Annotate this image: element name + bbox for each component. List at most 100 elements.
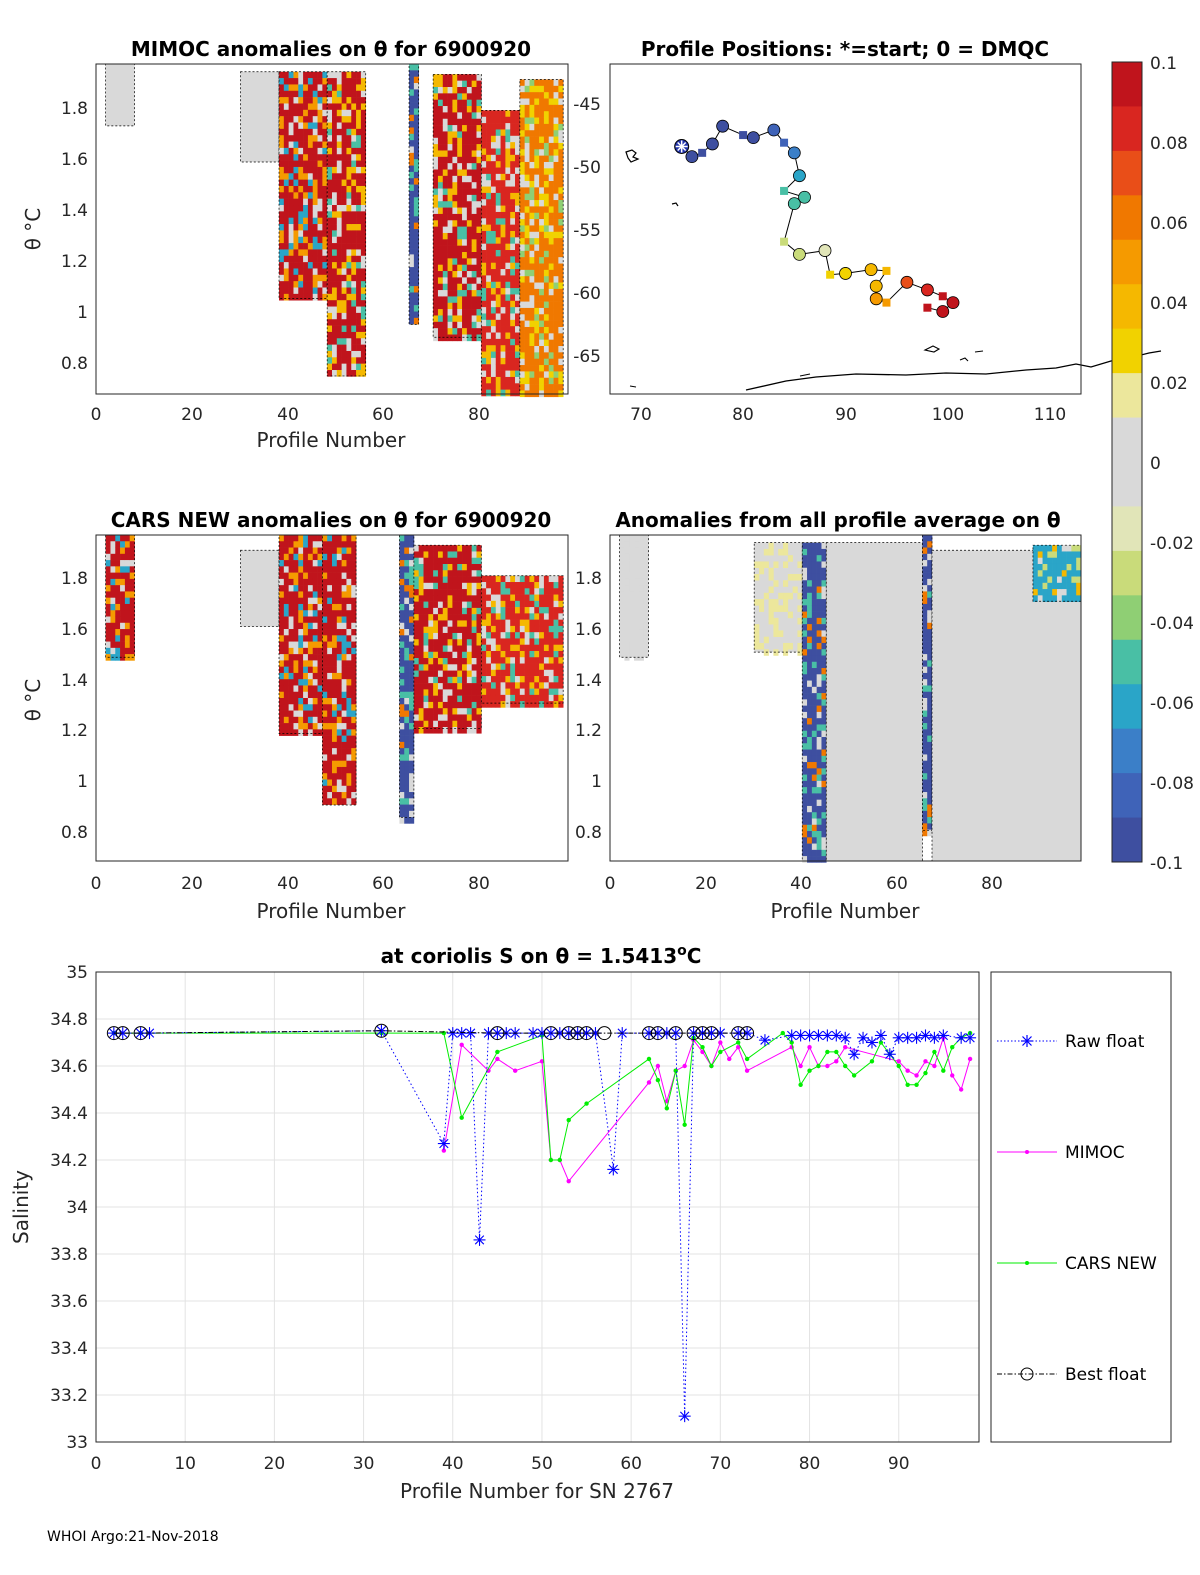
heatmap-cell — [332, 679, 338, 686]
heatmap-cell — [927, 691, 933, 699]
heatmap-cell — [543, 669, 550, 677]
heatmap-cell — [447, 607, 453, 615]
heatmap-cell — [553, 276, 559, 283]
legend-label-raw: Raw float — [1065, 1032, 1145, 1052]
contour-line — [801, 542, 827, 862]
salinity-legend: Raw float MIMOC CARS NEW Best float — [990, 971, 1172, 1443]
heatmap-cell — [495, 173, 501, 181]
heatmap-cell — [317, 591, 323, 598]
heatmap-cell — [452, 551, 458, 559]
heatmap-cell — [360, 300, 367, 307]
heatmap-cell — [539, 582, 545, 589]
heatmap-cell — [418, 670, 424, 678]
heatmap-cell — [1066, 595, 1072, 602]
heatmap-cell — [471, 283, 477, 291]
heatmap-cell — [298, 566, 304, 573]
heatmap-cell — [317, 160, 323, 168]
heatmap-cell — [548, 225, 554, 233]
heatmap-cell — [312, 128, 318, 136]
heatmap-cell — [524, 663, 530, 671]
heatmap-cell — [807, 824, 813, 832]
heatmap-cell — [307, 635, 314, 642]
heatmap-cell — [543, 117, 550, 125]
heatmap-cell — [471, 315, 477, 323]
heatmap-cell — [811, 837, 817, 844]
heatmap-cell — [399, 773, 405, 780]
heatmap-cell — [553, 174, 559, 182]
heatmap-cell — [457, 156, 463, 164]
heatmap-cell — [922, 723, 928, 730]
legend-label-mimoc: MIMOC — [1065, 1143, 1125, 1163]
heatmap-cell — [471, 201, 477, 208]
heatmap-cell — [404, 779, 410, 787]
heatmap-cell — [543, 282, 550, 290]
heatmap-cell — [548, 663, 554, 671]
heatmap-cell — [307, 723, 314, 730]
heatmap-cell — [332, 236, 338, 244]
heatmap-cell — [490, 676, 497, 683]
heatmap-cell — [466, 620, 472, 627]
heatmap-cell — [327, 566, 333, 573]
heatmap-cell — [303, 597, 309, 605]
heatmap-cell — [298, 217, 304, 225]
heatmap-cell — [807, 711, 813, 719]
heatmap-cell — [462, 207, 468, 215]
cars-point — [718, 1049, 723, 1055]
heatmap-cell — [558, 663, 564, 671]
heatmap-cell — [481, 180, 487, 187]
heatmap-cell — [787, 642, 793, 650]
heatmap-cell — [332, 710, 338, 718]
heatmap-cell — [303, 179, 309, 187]
x-tick-label: 80 — [799, 1454, 821, 1474]
heatmap-cell — [452, 258, 458, 265]
heatmap-cell — [356, 122, 362, 130]
heatmap-cell — [490, 326, 497, 333]
best-float-point — [490, 1026, 505, 1041]
heatmap-cell — [505, 351, 511, 359]
heatmap-cell — [341, 629, 347, 636]
heatmap-cell — [322, 698, 328, 705]
heatmap-cell — [490, 657, 497, 664]
heatmap-cell — [558, 613, 564, 620]
heatmap-cell — [423, 570, 429, 577]
heatmap-cell — [298, 610, 304, 617]
heatmap-cell — [129, 541, 135, 548]
heatmap-cell — [437, 551, 444, 559]
heatmap-cell — [524, 333, 530, 340]
heatmap-cell — [619, 547, 625, 555]
heatmap-cell — [558, 625, 564, 633]
heatmap-cell — [307, 249, 314, 257]
heatmap-cell — [298, 710, 304, 718]
heatmap-cell — [558, 307, 564, 315]
heatmap-cell — [105, 566, 111, 573]
heatmap-cell — [524, 98, 530, 106]
heatmap-cell — [346, 205, 352, 212]
heatmap-cell — [442, 545, 448, 552]
heatmap-cell — [351, 154, 357, 161]
heatmap-cell — [399, 741, 405, 749]
heatmap-cell — [500, 351, 506, 359]
best-float-point — [115, 1026, 130, 1041]
heatmap-cell — [807, 649, 813, 656]
heatmap-cell — [317, 135, 323, 142]
heatmap-cell — [351, 192, 357, 199]
heatmap-cell — [336, 635, 342, 642]
heatmap-cell — [529, 161, 535, 169]
heatmap-cell — [312, 597, 318, 605]
heatmap-cell — [495, 129, 501, 137]
heatmap-cell — [428, 545, 434, 552]
heatmap-cell — [515, 688, 521, 696]
heatmap-cell — [922, 754, 928, 761]
heatmap-cell — [413, 714, 419, 722]
heatmap-cell — [495, 370, 501, 378]
heatmap-cell — [336, 255, 342, 263]
heatmap-cell — [404, 585, 410, 592]
heatmap-cell — [442, 595, 448, 602]
heatmap-cell — [418, 589, 424, 596]
heatmap-cell — [332, 249, 338, 257]
heatmap-cell — [336, 792, 342, 799]
heatmap-cell — [500, 110, 506, 118]
heatmap-cell — [322, 766, 328, 774]
heatmap-cell — [279, 141, 285, 149]
heatmap-cell — [500, 294, 506, 302]
